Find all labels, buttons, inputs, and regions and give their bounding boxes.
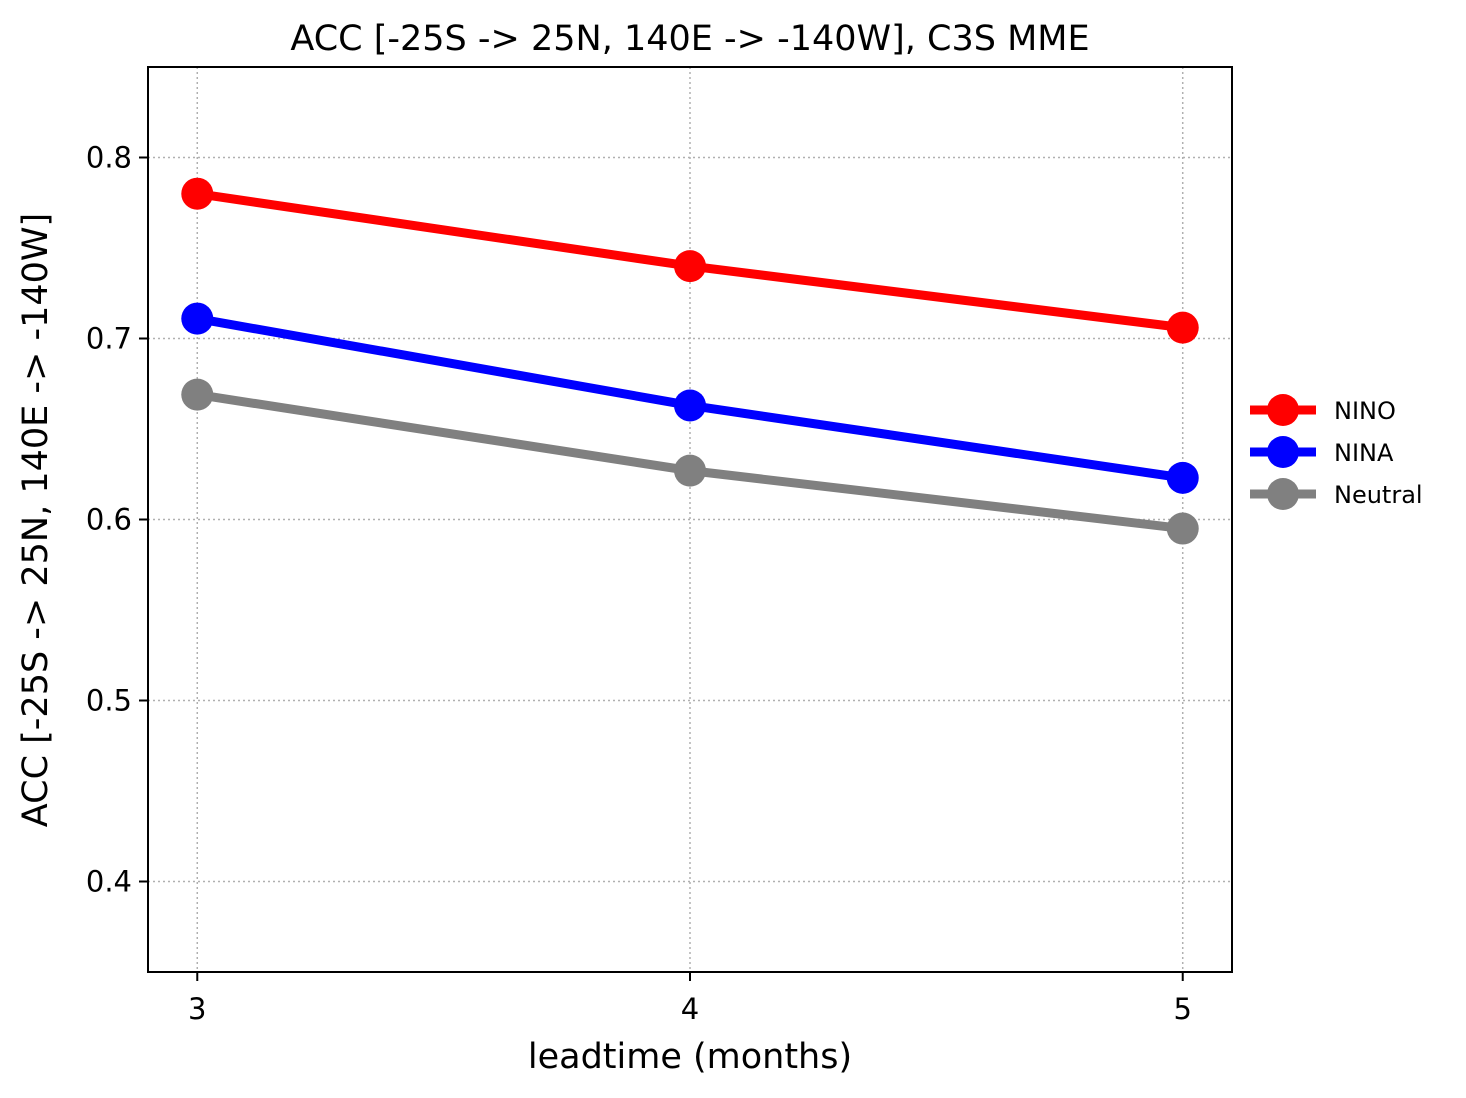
y-tick-label: 0.4 xyxy=(86,865,132,899)
x-tick-label: 5 xyxy=(1174,992,1192,1026)
data-point-nino xyxy=(1166,311,1199,344)
y-tick-label: 0.5 xyxy=(86,684,132,718)
data-point-nina xyxy=(181,302,214,335)
x-tick-label: 4 xyxy=(681,992,699,1026)
data-point-nino xyxy=(674,250,706,283)
data-point-nina xyxy=(674,389,706,422)
y-tick-label: 0.8 xyxy=(86,141,132,175)
x-axis-label: leadtime (months) xyxy=(528,1037,852,1077)
legend-swatch-marker xyxy=(1267,394,1299,426)
legend: NINO NINA Neutral xyxy=(1250,394,1423,510)
legend-swatch-marker xyxy=(1267,436,1299,468)
data-point-nina xyxy=(1166,461,1199,494)
series-markers xyxy=(181,177,1199,545)
data-point-nino xyxy=(181,177,214,210)
legend-label: NINA xyxy=(1334,439,1394,467)
legend-swatch-marker xyxy=(1267,478,1299,510)
x-tick-label: 3 xyxy=(188,992,206,1026)
data-point-neutral xyxy=(181,378,214,411)
y-axis-label: ACC [-25S -> 25N, 140E -> -140W] xyxy=(16,213,56,827)
data-point-neutral xyxy=(1166,512,1199,545)
chart-title: ACC [-25S -> 25N, 140E -> -140W], C3S MM… xyxy=(290,19,1089,59)
y-tick-label: 0.6 xyxy=(86,503,132,537)
data-point-neutral xyxy=(674,454,706,487)
y-tick-label: 0.7 xyxy=(86,322,132,356)
y-axis: 0.4 0.5 0.6 0.7 0.8 xyxy=(86,141,148,899)
legend-label: Neutral xyxy=(1334,481,1423,509)
x-axis: 3 4 5 xyxy=(188,972,1192,1026)
legend-label: NINO xyxy=(1334,397,1396,425)
